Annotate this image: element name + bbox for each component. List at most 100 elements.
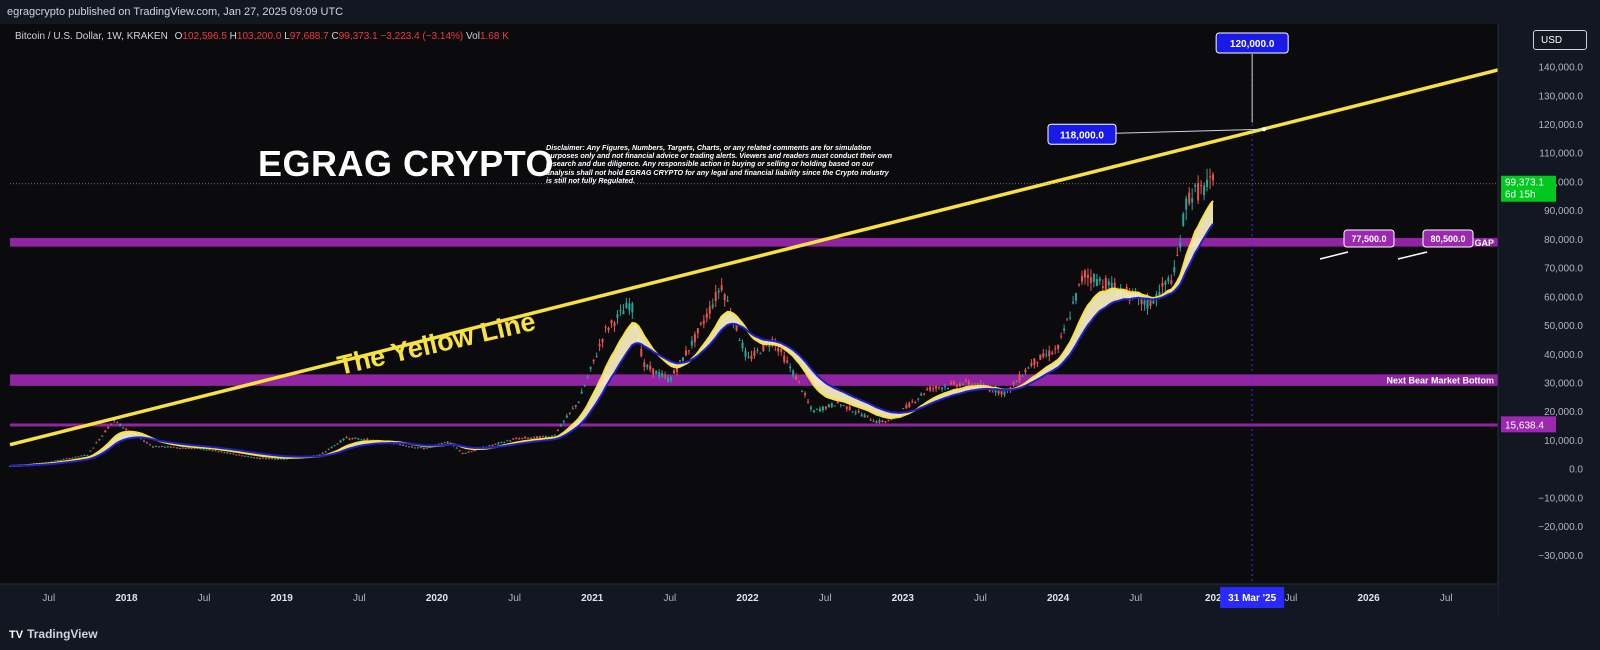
candle [44, 461, 47, 464]
candle [723, 292, 726, 307]
candle-body [202, 448, 205, 450]
candle [1080, 270, 1083, 285]
candle-body [676, 368, 679, 372]
candle [702, 314, 705, 329]
candle-body [955, 385, 958, 387]
x-tick-label: 2022 [736, 593, 759, 604]
candle [568, 412, 571, 415]
candle [565, 413, 568, 418]
candle [652, 368, 655, 379]
candle [151, 445, 154, 448]
candle [807, 398, 810, 404]
candle-body [50, 461, 53, 463]
candle-body [696, 328, 699, 334]
y-tick-label: 110,000.0 [1539, 149, 1583, 160]
candle [949, 380, 952, 385]
label-120k-text: 120,000.0 [1230, 39, 1275, 50]
candle-body [595, 356, 598, 358]
candle-body [512, 438, 515, 440]
candle [172, 446, 175, 448]
candle [253, 457, 256, 459]
candle [268, 457, 271, 460]
candle [801, 390, 804, 393]
candle [613, 320, 616, 332]
candle-body [944, 386, 947, 388]
candle [1092, 272, 1095, 288]
candle-body [53, 460, 56, 462]
candle-body [402, 444, 405, 446]
candle [214, 450, 217, 452]
candle-body [1054, 348, 1057, 350]
candle-body [1045, 354, 1048, 356]
currency-button[interactable]: USD [1533, 30, 1587, 50]
candle-body [1101, 286, 1104, 288]
y-tick-label: 90,000.0 [1544, 206, 1583, 217]
candle [1176, 247, 1179, 257]
candle [461, 452, 464, 455]
candle-body [917, 398, 920, 400]
candle [908, 401, 911, 408]
candle [339, 439, 342, 443]
candle [122, 427, 125, 429]
candle [163, 446, 166, 449]
candle-body [997, 390, 1000, 394]
candle [244, 455, 247, 457]
candle-body [941, 387, 944, 390]
candle-body [524, 437, 527, 439]
candle [747, 351, 750, 359]
candle-body [991, 391, 994, 393]
candle [1060, 332, 1063, 340]
candle [780, 346, 783, 356]
candle-body [932, 388, 935, 390]
candle-body [926, 389, 929, 391]
candle-body [330, 446, 333, 448]
date-marker-label: 31 Mar '25 [1228, 593, 1276, 604]
candle-body [1110, 282, 1113, 289]
label-118k-box [1047, 123, 1117, 145]
candle-body [1015, 381, 1018, 383]
candle-body [863, 414, 866, 418]
candle [345, 436, 348, 439]
candle [80, 455, 83, 457]
candle [589, 366, 592, 372]
candle [1104, 275, 1107, 292]
candle-body [658, 372, 661, 377]
candle [964, 378, 967, 383]
candle [690, 336, 693, 349]
candle-body [1143, 300, 1146, 305]
y-tick-label: 20,000.0 [1544, 407, 1583, 418]
candle [616, 310, 619, 325]
candle [699, 321, 702, 326]
candle-body [217, 451, 220, 453]
candle [68, 457, 71, 460]
brand-title: EGRAG CRYPTO [258, 143, 555, 184]
candle-body [643, 362, 646, 367]
candle [464, 452, 467, 454]
candle [1203, 182, 1206, 201]
tradingview-logo[interactable]: TV TradingView [9, 627, 98, 641]
candle-body [107, 426, 110, 429]
candle [1030, 359, 1033, 368]
candle-body [759, 353, 762, 355]
candle-body [345, 437, 348, 439]
candle-body [271, 458, 274, 460]
candle [607, 326, 610, 334]
candle-body [1048, 350, 1051, 357]
x-tick-label: Jul [1129, 593, 1142, 604]
x-tick-label: Jul [198, 593, 211, 604]
candle-body [1095, 279, 1098, 286]
candle [842, 404, 845, 407]
candle [917, 397, 920, 402]
chart-area[interactable] [0, 24, 1600, 618]
candle-body [92, 447, 95, 449]
ema-slow-line [9, 223, 1214, 467]
candle-body [536, 436, 539, 439]
candle [926, 386, 929, 391]
candle-body [1063, 328, 1066, 331]
candle-body [348, 438, 351, 440]
candle-body [268, 458, 271, 460]
candle-body [211, 450, 214, 452]
candle-body [789, 366, 792, 369]
candle [1200, 180, 1203, 195]
